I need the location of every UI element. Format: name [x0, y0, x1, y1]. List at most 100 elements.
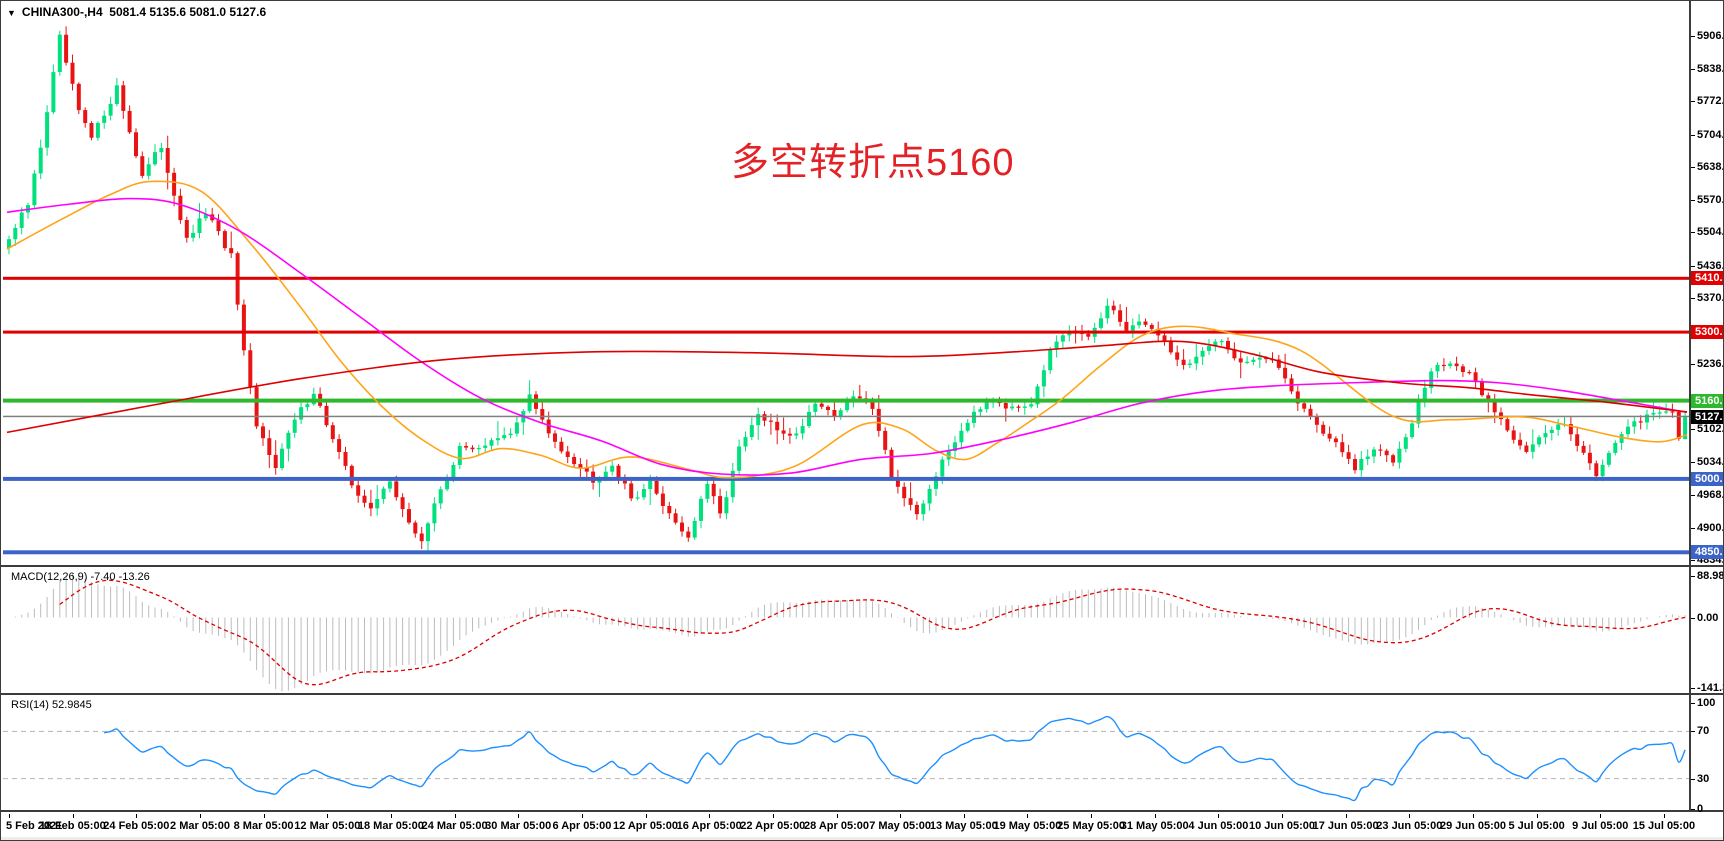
price-tick [1691, 134, 1695, 136]
price-tick [1691, 560, 1695, 562]
time-tick-label: 13 May 05:00 [929, 820, 998, 832]
time-tick-label: 29 Jun 05:00 [1439, 820, 1507, 832]
price-tick-label: 5638.0 [1697, 160, 1723, 173]
time-tick-label: 2 Mar 05:00 [170, 820, 230, 832]
rsi-axis-label: 70 [1697, 725, 1710, 738]
pane-separator-timeaxis [1, 810, 1723, 812]
time-tick [1154, 814, 1156, 818]
rsi-axis-tick [1691, 809, 1695, 810]
window-bottom-edge [1, 837, 1723, 840]
price-tick [1691, 68, 1695, 70]
time-tick-label: 31 May 05:00 [1120, 820, 1189, 832]
time-tick [518, 814, 520, 818]
time-tick [645, 814, 647, 818]
time-tick-label: 24 Mar 05:00 [421, 820, 488, 832]
chart-annotation-text: 多空转折点5160 [731, 142, 1015, 184]
time-tick-label: 12 Mar 05:00 [294, 820, 361, 832]
time-tick-label: 22 Apr 05:00 [740, 820, 806, 832]
time-tick [9, 814, 10, 818]
symbol-dropdown-icon[interactable]: ▼ [7, 8, 16, 18]
time-tick [327, 814, 329, 818]
price-tick-label: 5772.0 [1697, 95, 1723, 108]
macd-axis-tick [1691, 576, 1695, 577]
price-tick [1691, 232, 1695, 234]
time-tick-label: 7 May 05:00 [869, 820, 931, 832]
price-tick [1691, 101, 1695, 103]
time-tick [1600, 814, 1602, 818]
time-tick-label: 30 Mar 05:00 [485, 820, 552, 832]
time-tick-label: 28 Apr 05:00 [803, 820, 870, 832]
price-tick [1691, 200, 1695, 201]
time-tick-label: 4 Jun 05:00 [1188, 820, 1249, 832]
price-tick [1691, 527, 1695, 529]
time-tick-label: 16 Apr 05:00 [676, 820, 742, 832]
price-tick-label: 5906.0 [1697, 29, 1723, 42]
price-level-badge: 5410.0 [1691, 271, 1723, 286]
time-tick [772, 814, 774, 818]
time-tick-label: 10 Jun 05:00 [1248, 820, 1316, 832]
time-tick [390, 814, 392, 818]
time-tick [709, 814, 711, 818]
price-tick-label: 5102.0 [1697, 423, 1723, 435]
time-tick-label: 8 Mar 05:00 [233, 820, 294, 832]
symbol-title: ▼ CHINA300-,H4 5081.4 5135.6 5081.0 5127.… [7, 5, 266, 19]
price-level-badge: 5300.0 [1691, 325, 1723, 340]
symbol-name: CHINA300-,H4 [21, 5, 103, 19]
price-tick-label: 4968.0 [1697, 488, 1723, 501]
price-tick-label: 5034.0 [1697, 456, 1723, 469]
rsi-axis-label: 0 [1697, 803, 1704, 815]
time-tick-label: 15 Jul 05:00 [1632, 820, 1696, 832]
time-tick-label: 18 Mar 05:00 [357, 820, 424, 832]
macd-axis-label: -141.39 [1697, 682, 1723, 694]
time-tick [136, 814, 138, 818]
time-tick-label: 6 Apr 05:00 [552, 820, 612, 832]
price-tick [1691, 35, 1695, 37]
price-tick [1691, 462, 1695, 464]
price-tick-label: 5838.0 [1697, 62, 1723, 75]
time-tick-label: 12 Apr 05:00 [612, 820, 679, 832]
time-tick-label: 17 Jun 05:00 [1312, 820, 1379, 832]
price-tick [1691, 265, 1695, 267]
time-tick [900, 814, 902, 818]
time-tick-label: 25 May 05:00 [1057, 820, 1126, 832]
price-tick-label: 5236.0 [1697, 357, 1723, 370]
pane-separator-macd[interactable] [1, 565, 1723, 567]
macd-axis-tick [1691, 617, 1695, 619]
price-tick [1691, 166, 1695, 168]
time-tick [836, 814, 838, 818]
time-tick [1409, 814, 1411, 818]
price-level-badge: 5000.0 [1691, 471, 1723, 486]
time-tick [1345, 814, 1347, 818]
price-tick [1691, 494, 1695, 496]
price-tick-label: 5704.0 [1697, 128, 1723, 141]
rsi-axis-tick [1691, 703, 1695, 704]
price-level-badge: 4850.0 [1691, 545, 1723, 560]
price-axis-border [1689, 1, 1691, 812]
rsi-axis-label: 30 [1697, 772, 1710, 785]
time-tick [1282, 814, 1283, 818]
price-tick-label: 4900.0 [1697, 521, 1723, 534]
price-tick-label: 5436.0 [1697, 259, 1723, 272]
time-tick-label: 23 Jun 05:00 [1376, 820, 1443, 832]
time-tick [1663, 814, 1665, 818]
time-tick [454, 814, 456, 818]
price-tick [1691, 363, 1695, 365]
pane-separator-rsi[interactable] [1, 693, 1723, 695]
time-axis[interactable]: 5 Feb 2021 18 Feb 05:00 24 Feb 05:00 2 Mar … [1, 812, 1723, 840]
price-tick [1691, 429, 1695, 430]
time-tick-label: 5 Feb 2021 [6, 820, 63, 832]
time-tick [72, 814, 74, 818]
macd-axis-tick [1691, 688, 1695, 689]
rsi-axis-label: 100 [1697, 697, 1716, 709]
price-level-badge: 5127.6 [1691, 409, 1723, 424]
rsi-axis-tick [1691, 778, 1695, 780]
price-level-badge: 5160.0 [1691, 393, 1723, 408]
macd-indicator-label: MACD(12,26,9) -7.40 -13.26 [11, 571, 150, 583]
time-tick-label: 9 Jul 05:00 [1572, 820, 1629, 832]
time-tick-label: 24 Feb 05:00 [103, 820, 170, 832]
price-tick-label: 5570.0 [1697, 194, 1723, 206]
price-tick-label: 5370.0 [1697, 291, 1723, 304]
price-tick-label: 5504.0 [1697, 226, 1723, 239]
